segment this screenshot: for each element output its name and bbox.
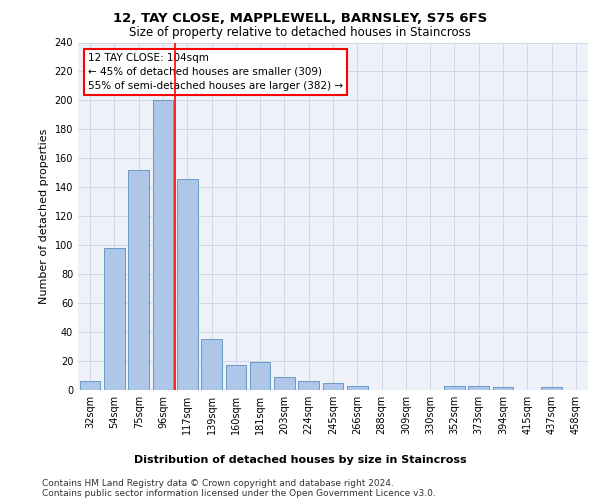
Bar (104, 248, 125, 390)
Bar (323, 383, 343, 390)
Text: Distribution of detached houses by size in Staincross: Distribution of detached houses by size … (134, 455, 466, 465)
Bar (469, 386, 489, 390)
Text: Size of property relative to detached houses in Staincross: Size of property relative to detached ho… (129, 26, 471, 39)
Y-axis label: Number of detached properties: Number of detached properties (39, 128, 49, 304)
Bar (347, 386, 368, 390)
Bar (493, 387, 514, 390)
Bar (274, 377, 295, 390)
Bar (201, 340, 222, 390)
Text: 12, TAY CLOSE, MAPPLEWELL, BARNSLEY, S75 6FS: 12, TAY CLOSE, MAPPLEWELL, BARNSLEY, S75… (113, 12, 487, 26)
Bar (226, 366, 246, 390)
Bar (128, 170, 149, 390)
Text: 12 TAY CLOSE: 104sqm
← 45% of detached houses are smaller (309)
55% of semi-deta: 12 TAY CLOSE: 104sqm ← 45% of detached h… (88, 53, 343, 91)
Bar (541, 387, 562, 390)
Bar (298, 382, 319, 390)
Text: Contains public sector information licensed under the Open Government Licence v3: Contains public sector information licen… (42, 489, 436, 498)
Bar (177, 178, 197, 390)
Text: Contains HM Land Registry data © Crown copyright and database right 2024.: Contains HM Land Registry data © Crown c… (42, 479, 394, 488)
Bar (444, 386, 465, 390)
Bar (250, 362, 271, 390)
Bar (152, 100, 173, 390)
Bar (80, 382, 100, 390)
